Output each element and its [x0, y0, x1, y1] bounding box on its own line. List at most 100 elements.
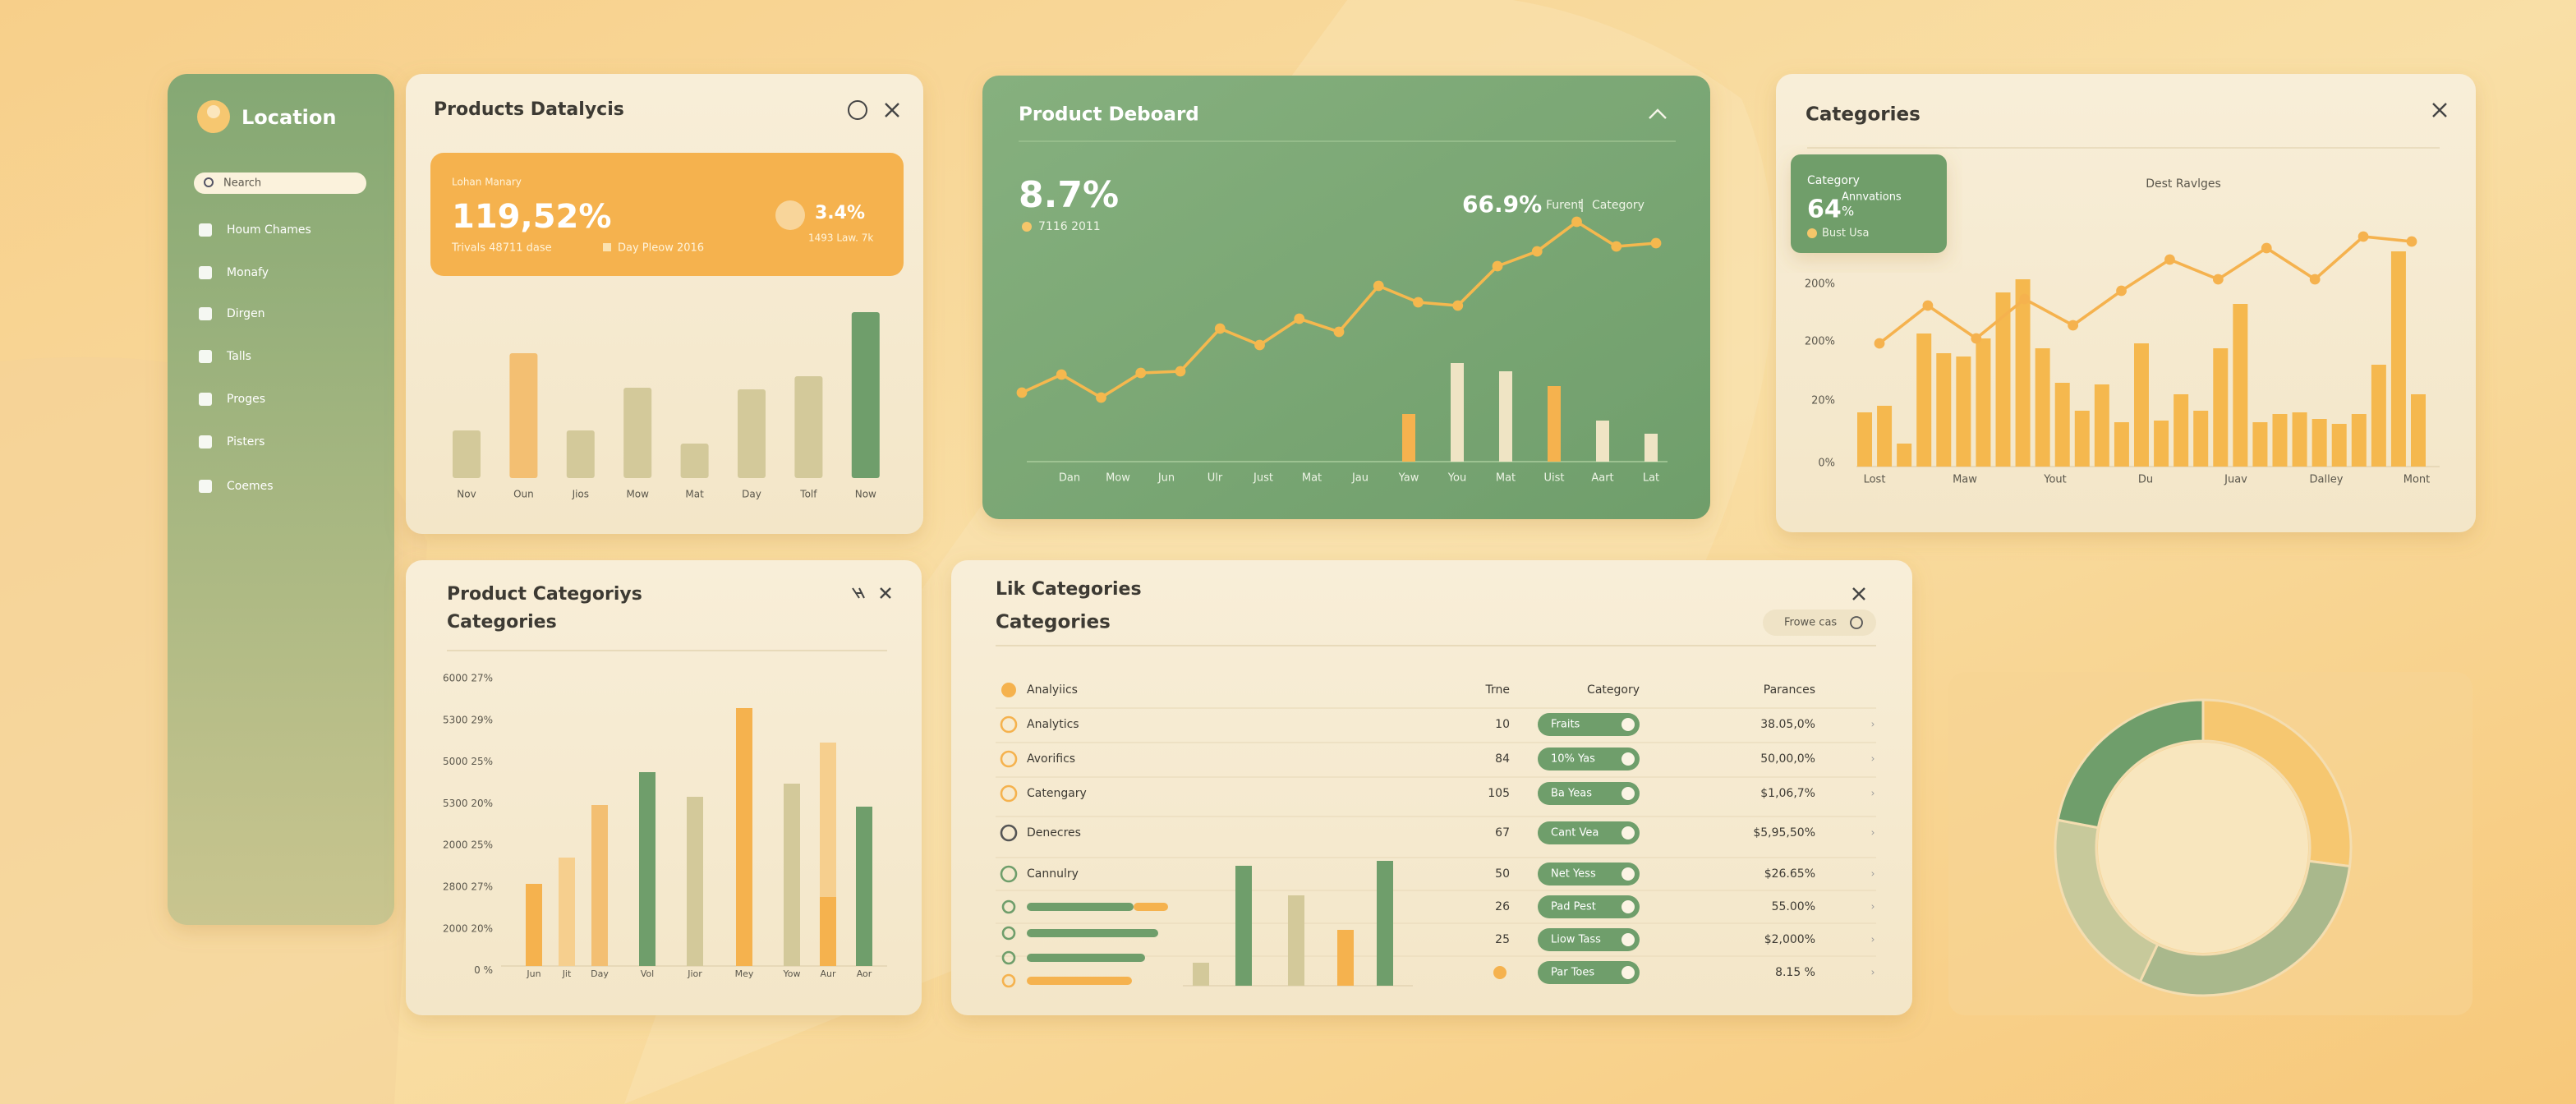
- row-icon: [1001, 899, 1016, 914]
- row-icon: [1000, 750, 1018, 768]
- legend-entry: Furent: [1546, 199, 1583, 212]
- card-label: Lohan Manary: [452, 177, 522, 188]
- menu-item[interactable]: Pisters: [227, 435, 264, 448]
- line-point: [2116, 285, 2127, 297]
- y-tick-label: 0 %: [474, 964, 493, 976]
- bar: [2174, 394, 2189, 467]
- x-tick-label: You: [1447, 472, 1466, 485]
- x-tick-label: Yout: [2043, 474, 2067, 486]
- bar: [453, 430, 481, 478]
- bar: [1936, 353, 1952, 467]
- line-point: [2164, 254, 2175, 265]
- progress-bar: [1027, 977, 1132, 985]
- category-pill[interactable]: [1538, 895, 1640, 918]
- row-chevron: ›: [1871, 827, 1875, 839]
- menu-item[interactable]: Proges: [227, 393, 265, 406]
- category-pill[interactable]: [1538, 713, 1640, 736]
- x-tick-label: Yaw: [1398, 472, 1419, 485]
- card-sub: Annvations: [1842, 191, 1902, 204]
- y-tick-label: 0%: [1818, 458, 1835, 470]
- line-point: [1452, 300, 1464, 311]
- bar-segment: [639, 772, 656, 966]
- bar: [1377, 861, 1393, 986]
- bar: [1235, 866, 1252, 986]
- close-button[interactable]: [1852, 587, 1865, 600]
- line-point: [2212, 274, 2224, 285]
- collapse-button[interactable]: [1649, 108, 1667, 119]
- line-point: [2406, 236, 2417, 247]
- search-box[interactable]: [194, 172, 366, 194]
- bar: [1916, 334, 1932, 467]
- card-legend: Bust Usa: [1822, 228, 1869, 240]
- card-label: Category: [1807, 174, 1860, 187]
- category-label: 10% Yas: [1551, 753, 1595, 766]
- menu-icon: [199, 393, 212, 406]
- card-legend: Day Pleow 2016: [618, 242, 704, 255]
- row-name: Avorifics: [1027, 752, 1075, 766]
- line-point: [1016, 387, 1028, 398]
- category-pill[interactable]: [1538, 782, 1640, 805]
- close-button[interactable]: [885, 103, 899, 117]
- pin-button[interactable]: [852, 587, 865, 599]
- bar: [2390, 251, 2406, 467]
- search-placeholder: Nearch: [223, 177, 261, 190]
- row-time: 10: [1495, 718, 1510, 731]
- y-tick-label: 200%: [1805, 336, 1835, 348]
- donut-segment: [2056, 698, 2205, 830]
- category-pill[interactable]: [1538, 961, 1640, 984]
- menu-item[interactable]: Monafy: [227, 266, 269, 279]
- panel-title: Products Datalycis: [434, 99, 624, 120]
- x-tick-label: Day: [591, 968, 609, 979]
- close-button[interactable]: [880, 587, 891, 599]
- category-pill[interactable]: [1538, 748, 1640, 770]
- x-tick-label: Jit: [562, 968, 572, 979]
- card-note: Trivals 48711 dase: [451, 242, 552, 255]
- x-tick-label: Yow: [783, 968, 801, 979]
- bar: [1976, 338, 1991, 467]
- bar: [1402, 414, 1415, 462]
- x-tick-label: Ulr: [1208, 472, 1223, 485]
- category-pill[interactable]: [1538, 821, 1640, 844]
- bar: [1956, 356, 1971, 467]
- x-tick-label: Jios: [572, 489, 589, 500]
- menu-icon: [199, 266, 212, 279]
- x-tick-label: Uist: [1544, 472, 1565, 485]
- bar: [794, 376, 823, 478]
- filter-icon: [1850, 616, 1863, 629]
- menu-item[interactable]: Dirgen: [227, 307, 265, 320]
- line-point: [1531, 246, 1543, 257]
- menu-item[interactable]: Coemes: [227, 480, 274, 493]
- x-tick-label: Jun: [1157, 472, 1175, 485]
- close-button[interactable]: [2432, 103, 2447, 117]
- x-tick-label: Mat: [1496, 472, 1516, 485]
- settings-button[interactable]: [848, 100, 867, 120]
- x-tick-label: Nov: [457, 489, 476, 500]
- bar: [2074, 411, 2090, 467]
- pill-knob: [1622, 752, 1635, 766]
- category-pill[interactable]: [1538, 928, 1640, 951]
- row-value: 55.00%: [1772, 900, 1815, 913]
- x-tick-label: Now: [855, 489, 876, 500]
- panel-title: Product Deboard: [1019, 104, 1199, 126]
- column-header: Trne: [1485, 683, 1511, 697]
- bar: [1995, 292, 2011, 467]
- menu-item[interactable]: Houm Chames: [227, 223, 311, 237]
- bar: [2312, 419, 2327, 467]
- menu-item[interactable]: Talls: [226, 350, 251, 363]
- panel-title: Categories: [1806, 104, 1920, 126]
- menu-icon: [199, 307, 212, 320]
- category-pill[interactable]: [1538, 862, 1640, 886]
- line-point: [1175, 366, 1186, 377]
- panel-subtitle: Categories: [447, 612, 557, 632]
- card-side-value: 3.4%: [815, 203, 865, 223]
- menu-icon: [199, 223, 212, 237]
- filter-button[interactable]: [1763, 610, 1876, 636]
- bar-segment: [820, 897, 836, 966]
- y-tick-label: 2000 20%: [443, 922, 493, 934]
- y-tick-label: 5300 20%: [443, 798, 493, 809]
- row-chevron: ›: [1871, 901, 1875, 913]
- legend-entry: Category: [1592, 199, 1644, 212]
- progress-bar: [1027, 903, 1134, 911]
